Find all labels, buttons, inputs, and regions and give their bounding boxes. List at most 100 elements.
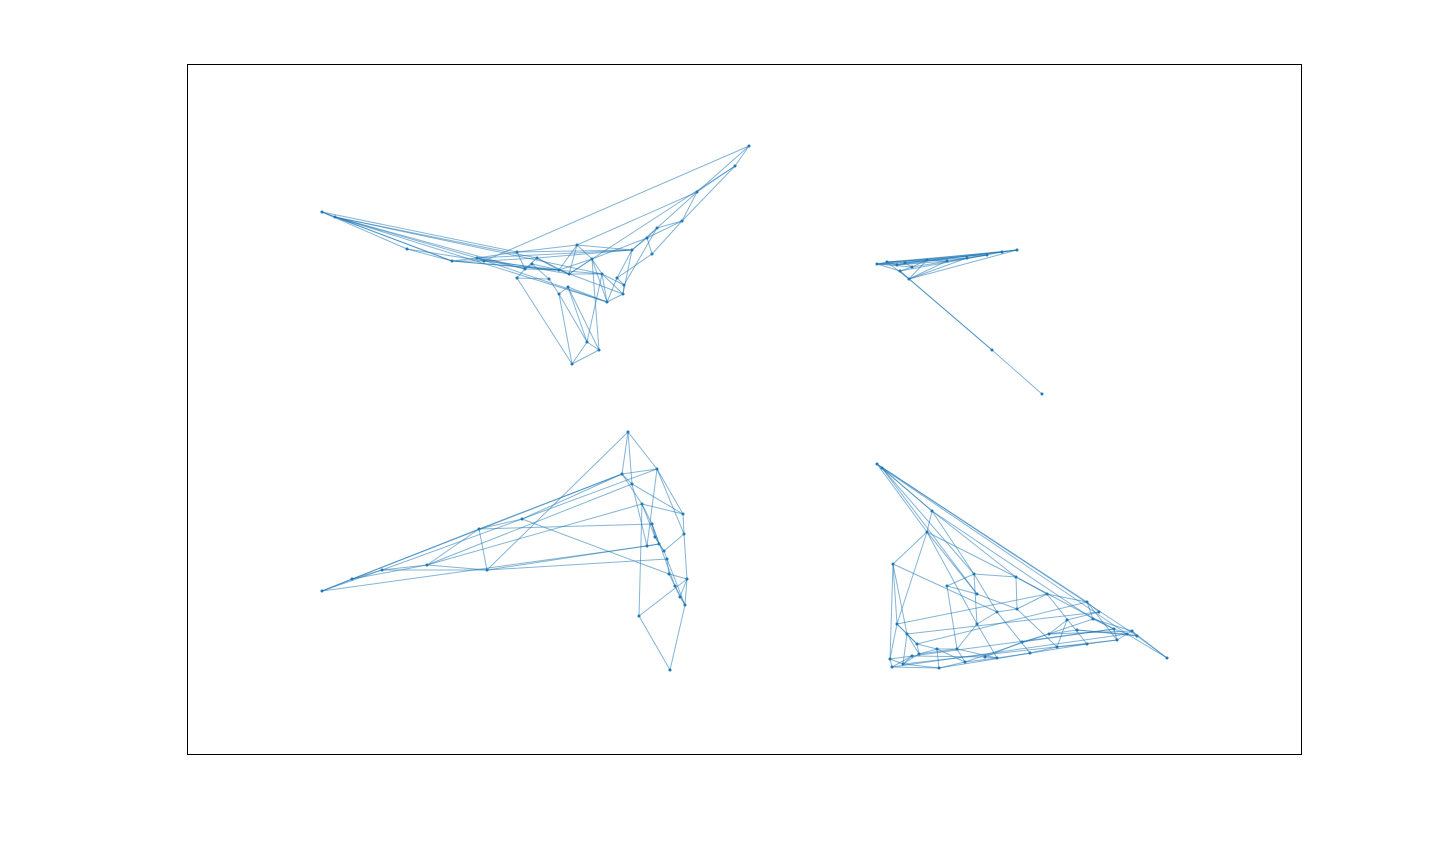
graph-node xyxy=(733,164,737,168)
graph-node xyxy=(1015,248,1019,252)
graph-edge xyxy=(321,545,648,592)
plot-frame xyxy=(187,64,1302,755)
graph-node xyxy=(925,258,929,262)
graph-edge xyxy=(591,237,648,260)
graph-edge xyxy=(558,258,593,271)
graph-edge xyxy=(906,633,920,655)
graph-edge xyxy=(623,227,658,286)
graph-edge xyxy=(683,533,688,580)
graph-node xyxy=(320,589,324,593)
graph-edge xyxy=(889,658,904,665)
graph-edge xyxy=(991,349,1043,395)
graph-node xyxy=(925,530,929,534)
graph-edge xyxy=(381,564,428,571)
graph-edge xyxy=(908,249,1018,280)
graph-edge xyxy=(621,431,629,475)
graph-edge xyxy=(1016,608,1058,648)
graph-node xyxy=(681,512,685,516)
graph-edge xyxy=(881,467,975,575)
graph-node xyxy=(945,584,949,588)
graph-node xyxy=(685,577,689,581)
graph-edge xyxy=(973,573,978,625)
graph-edge xyxy=(516,249,633,253)
graph-node xyxy=(683,603,687,607)
graph-edge xyxy=(478,518,523,530)
graph-edge xyxy=(918,648,958,655)
graph-edge xyxy=(976,611,998,625)
graph-edge xyxy=(996,611,1031,654)
graph-node xyxy=(680,219,684,223)
graph-node xyxy=(898,269,902,273)
graph-edge xyxy=(651,220,683,255)
graph-node xyxy=(667,572,671,576)
graph-node xyxy=(907,277,911,281)
graph-edge xyxy=(406,248,453,262)
graph-node xyxy=(475,256,479,260)
graph-edge xyxy=(734,145,750,167)
graph-edge xyxy=(576,191,698,246)
graph-edge xyxy=(478,523,653,530)
graph-edge xyxy=(516,277,550,280)
graph-edge xyxy=(666,558,686,606)
graph-edge xyxy=(516,277,573,365)
graph-edge xyxy=(531,263,560,271)
graph-node xyxy=(482,259,486,263)
graph-node xyxy=(645,544,649,548)
cluster-3 xyxy=(320,430,689,672)
graph-node xyxy=(930,509,934,513)
graph-node xyxy=(885,260,889,264)
graph-edge xyxy=(891,655,913,668)
graph-edge xyxy=(946,573,975,587)
graph-edge xyxy=(892,563,998,613)
graph-edge xyxy=(916,643,938,650)
graph-edge xyxy=(586,341,600,351)
graph-edge xyxy=(426,483,633,566)
graph-edge xyxy=(892,531,928,565)
graph-node xyxy=(910,654,914,658)
cluster-4 xyxy=(875,462,1169,670)
graph-edge xyxy=(926,531,978,625)
graph-edge xyxy=(646,227,658,239)
graph-edge xyxy=(571,341,588,365)
graph-node xyxy=(626,430,630,434)
graph-node xyxy=(566,285,570,289)
graph-edge xyxy=(591,258,608,303)
graph-node xyxy=(1115,638,1119,642)
graph-node xyxy=(678,595,682,599)
graph-edge xyxy=(1029,646,1058,654)
graph-edge xyxy=(916,601,1088,645)
graph-edge xyxy=(679,596,686,606)
graph-node xyxy=(535,256,539,260)
graph-edge xyxy=(881,467,933,512)
graph-edge xyxy=(558,286,569,295)
graph-edge xyxy=(663,533,685,552)
graph-edge xyxy=(483,145,750,262)
graph-node xyxy=(975,592,979,596)
graph-edge xyxy=(483,260,560,271)
graph-node xyxy=(668,668,672,672)
graph-node xyxy=(380,568,384,572)
graph-node xyxy=(1040,392,1044,396)
graph-edge xyxy=(668,573,688,580)
graph-edge xyxy=(931,510,1094,620)
graph-node xyxy=(621,292,625,296)
graph-edge xyxy=(656,191,698,229)
graph-node xyxy=(600,272,604,276)
graph-edge xyxy=(889,563,894,660)
graph-node xyxy=(1112,627,1116,631)
graph-node xyxy=(985,253,989,257)
graph-edge xyxy=(896,593,1048,625)
graph-node xyxy=(485,568,489,572)
graph-node xyxy=(567,272,571,276)
graph-node xyxy=(655,226,659,230)
graph-edge xyxy=(938,643,1088,669)
graph-node xyxy=(1028,651,1032,655)
graph-edge xyxy=(621,473,643,505)
graph-edge xyxy=(996,608,1018,613)
graph-edge xyxy=(334,216,453,262)
graph-edge xyxy=(902,639,1118,665)
graph-edge xyxy=(627,431,633,485)
graph-edge xyxy=(567,286,588,343)
graph-edge xyxy=(486,558,668,571)
